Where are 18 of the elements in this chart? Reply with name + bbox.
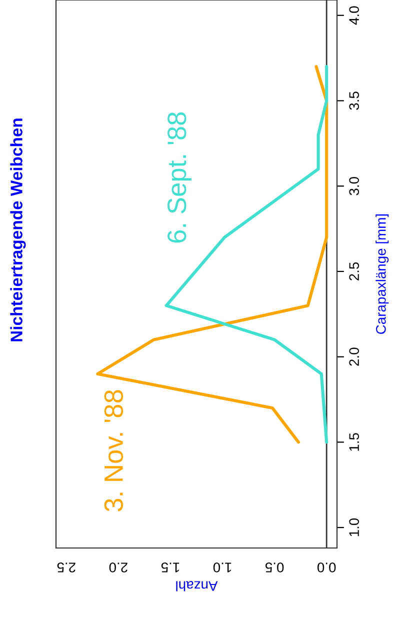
x-tick-label: 1.5: [161, 562, 180, 572]
x-tick-label: 0.0: [317, 562, 336, 572]
text: 3. Nov. '88: [104, 390, 124, 512]
x-tick-label: 2.0: [109, 562, 128, 572]
y-tick-label: 2.5: [349, 262, 360, 280]
text: Nichteiertragende Weibchen: [10, 118, 26, 342]
x-tick-label: 2.5: [57, 562, 76, 572]
y-tick-label: 2.0: [349, 348, 360, 366]
y-axis-title: Carapaxlänge [mm]: [376, 214, 389, 334]
x-tick-label: 1.0: [213, 562, 232, 572]
y-tick-label: 3.5: [349, 92, 360, 110]
x-tick-label: 0.5: [265, 562, 284, 572]
y-tick-label: 4.0: [349, 6, 360, 25]
y-tick-label: 3.0: [349, 176, 360, 196]
y-tick-label: 1.0: [349, 518, 360, 536]
y-tick-label: 1.5: [349, 433, 360, 451]
text: 6. Sept. '88: [168, 112, 192, 243]
x-axis-title: Anzahl: [176, 581, 218, 592]
